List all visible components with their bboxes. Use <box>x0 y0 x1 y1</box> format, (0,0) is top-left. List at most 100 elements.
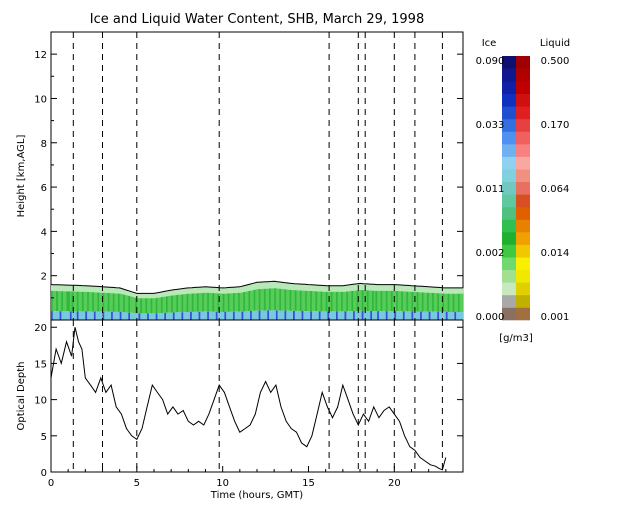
cloud-base-cell <box>140 313 143 320</box>
cloud-base-cell <box>246 311 249 320</box>
cloud-base-cell <box>243 311 246 320</box>
cloud-body-cell <box>439 293 442 312</box>
cloud-cap-cell <box>451 287 454 294</box>
cloud-base-cell <box>205 311 208 320</box>
cloud-cap-cell <box>136 293 139 299</box>
event-lines-top <box>72 32 443 320</box>
cloud-body-cell <box>248 290 251 312</box>
cloud-cap-cell <box>356 283 359 291</box>
cloud-base-cell <box>272 310 275 320</box>
cloud-cap-cell <box>413 285 416 292</box>
cloud-body-cell <box>406 291 409 312</box>
cloud-cap-cell <box>148 293 151 299</box>
cloud-base-cell <box>191 311 194 320</box>
cloud-body-cell <box>327 291 330 312</box>
cloud-body-cell <box>413 291 416 312</box>
cloud-base-cell <box>61 311 64 320</box>
colorbar-ice-swatch <box>502 232 516 245</box>
cloud-body-cell <box>396 291 399 312</box>
colorbar-liquid-swatch <box>516 156 530 170</box>
colorbar-ice-swatch <box>502 269 516 283</box>
cloud-body-cell <box>52 291 55 312</box>
cloud-base-cell <box>107 311 110 320</box>
cloud-body-cell <box>293 290 296 311</box>
cloud-body-cell <box>160 297 163 313</box>
cloud-cap-cell <box>142 293 145 299</box>
cloud-cap-cell <box>183 288 186 295</box>
cloud-base-cell <box>397 311 400 320</box>
cloud-base-cell <box>275 310 278 320</box>
cloud-cap-cell <box>305 284 308 291</box>
colorbar-ice-swatch <box>502 294 516 308</box>
cloud-base-cell <box>234 311 237 320</box>
cloud-cap-cell <box>270 281 273 289</box>
cloud-base-cell <box>174 312 177 320</box>
cloud-base-cell <box>418 311 421 320</box>
cloud-body-cell <box>411 291 414 312</box>
cloud-cap-cell <box>52 284 55 291</box>
cloud-cap-cell <box>100 286 103 293</box>
cloud-base-cell <box>427 311 430 320</box>
cloud-base-cell <box>432 311 435 320</box>
cloud-base-cell <box>377 311 380 320</box>
cloud-body-cell <box>449 293 452 312</box>
cloud-base-cell <box>444 311 447 320</box>
cloud-base-cell <box>452 312 455 320</box>
cloud-base-cell <box>114 311 117 320</box>
cloud-cap-cell <box>167 290 170 297</box>
cloud-cap-cell <box>133 292 136 298</box>
cloud-base-cell <box>160 313 163 320</box>
cloud-body-cell <box>394 290 397 312</box>
cloud-cap-cell <box>118 287 121 294</box>
cloud-base-cell <box>325 311 328 320</box>
cloud-base-cell <box>356 311 359 320</box>
cloud-body-cell <box>318 291 321 312</box>
cloud-base-cell <box>154 313 157 320</box>
cloud-body-cell <box>217 293 220 312</box>
cloud-body-cell <box>212 293 215 312</box>
cloud-body-cell <box>322 291 325 312</box>
cloud-body-cell <box>195 293 198 312</box>
cloud-body-cell <box>130 296 133 313</box>
colorbar-ice-swatch <box>502 68 516 82</box>
cloud-cap-cell <box>116 287 119 294</box>
optical-depth-tick-label: 5 <box>41 432 47 443</box>
cloud-base-cell <box>212 311 215 320</box>
cloud-cap-cell <box>162 291 165 297</box>
cloud-cap-cell <box>325 285 328 292</box>
cloud-cap-cell <box>157 292 160 298</box>
cloud-body-cell <box>258 289 261 311</box>
height-tick-label: 8 <box>41 139 47 150</box>
cloud-base-cell <box>301 311 304 320</box>
cloud-base-cell <box>384 311 387 320</box>
cloud-cap-cell <box>318 285 321 292</box>
cloud-body-cell <box>287 289 290 311</box>
colorbar-ice-swatch <box>502 93 516 107</box>
cloud-base-cell <box>270 310 273 320</box>
cloud-base-cell <box>214 311 217 320</box>
cloud-base-cell <box>183 312 186 320</box>
cloud-cap-cell <box>372 284 375 291</box>
colorbar-ice-swatch <box>502 106 516 120</box>
cloud-cap-cell <box>420 286 423 293</box>
cloud-body-cell <box>219 293 222 312</box>
cloud-base-cell <box>148 313 151 320</box>
cloud-base-cell <box>433 311 436 320</box>
cloud-body-cell <box>196 293 199 312</box>
cloud-body-cell <box>172 295 175 313</box>
cloud-base-cell <box>257 310 260 320</box>
cloud-cap-cell <box>366 283 369 291</box>
cloud-cap-cell <box>123 289 126 295</box>
cloud-body-cell <box>246 291 249 312</box>
cloud-body-cell <box>332 291 335 312</box>
cloud-cap-cell <box>313 284 316 292</box>
cloud-cap-cell <box>205 286 208 293</box>
cloud-base-cell <box>198 311 201 320</box>
cloud-cap-cell <box>111 287 114 294</box>
cloud-base-cell <box>449 312 452 320</box>
cloud-base-cell <box>370 311 373 320</box>
cloud-base-cell <box>76 311 79 320</box>
cloud-cap-cell <box>392 284 395 291</box>
cloud-base-cell <box>330 311 333 320</box>
cloud-base-cell <box>363 310 366 320</box>
